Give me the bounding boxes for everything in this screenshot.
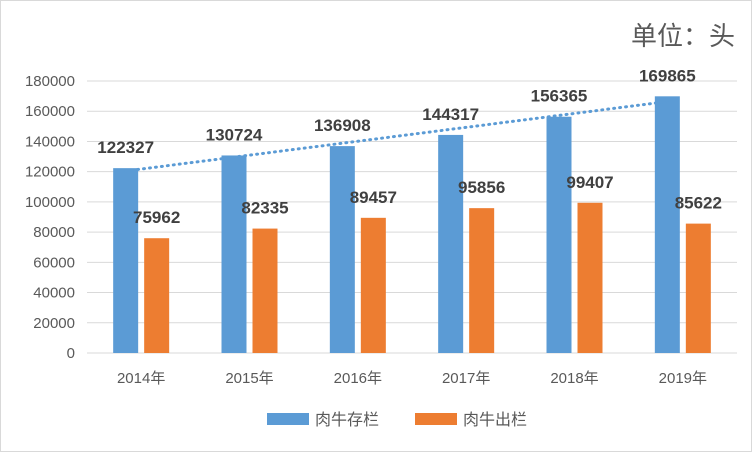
data-label: 122327 xyxy=(97,138,154,157)
data-label: 130724 xyxy=(206,125,263,144)
bar-inventory-4 xyxy=(546,116,572,353)
bar-inventory-5 xyxy=(654,96,680,353)
bar-slaughter-3 xyxy=(469,208,495,353)
y-tick-label: 140000 xyxy=(25,133,75,150)
bar-slaughter-5 xyxy=(685,223,711,353)
x-tick-label: 2016年 xyxy=(334,370,382,387)
y-tick-label: 120000 xyxy=(25,164,75,181)
trendline-path xyxy=(124,100,669,173)
x-tick-label: 2019年 xyxy=(659,370,707,387)
bar-slaughter-2 xyxy=(360,217,386,353)
y-tick-label: 180000 xyxy=(25,73,75,90)
y-tick-label: 160000 xyxy=(25,103,75,120)
legend-swatch xyxy=(267,413,309,425)
x-axis-ticks: 2014年 2015年 2016年 2017年 2018年 2019年 xyxy=(117,370,707,387)
data-label: 95856 xyxy=(458,178,505,197)
legend-label: 肉牛存栏 xyxy=(315,410,379,429)
y-tick-label: 60000 xyxy=(33,254,75,271)
data-labels: 122327 75962 130724 82335 136908 89457 144317 9… xyxy=(97,66,722,227)
y-tick-label: 80000 xyxy=(33,224,75,241)
legend-label: 肉牛出栏 xyxy=(463,410,527,429)
legend-swatch xyxy=(415,413,457,425)
data-label: 89457 xyxy=(350,188,397,207)
gridlines xyxy=(87,80,737,354)
bar-slaughter-1 xyxy=(252,228,278,353)
data-label: 82335 xyxy=(241,199,288,218)
y-tick-label: 100000 xyxy=(25,194,75,211)
data-label: 99407 xyxy=(566,173,613,192)
bars xyxy=(113,96,711,353)
bar-inventory-2 xyxy=(329,146,355,353)
y-axis-ticks: 0 20000 40000 60000 80000 100000 120000 140000 1… xyxy=(25,73,75,362)
y-tick-label: 0 xyxy=(67,345,75,362)
data-label: 169865 xyxy=(639,66,696,85)
bar-slaughter-0 xyxy=(144,238,170,353)
bar-inventory-1 xyxy=(221,155,247,353)
data-label: 136908 xyxy=(314,116,371,135)
y-tick-label: 20000 xyxy=(33,315,75,332)
y-tick-label: 40000 xyxy=(33,285,75,302)
x-tick-label: 2015年 xyxy=(225,370,273,387)
trendline xyxy=(124,100,669,173)
bar-slaughter-4 xyxy=(577,202,603,353)
x-tick-label: 2017年 xyxy=(442,370,490,387)
x-tick-label: 2014年 xyxy=(117,370,165,387)
unit-label: 单位：头 xyxy=(631,22,735,52)
data-label: 156365 xyxy=(531,87,588,106)
data-label: 75962 xyxy=(133,208,180,227)
legend: 肉牛存栏 肉牛出栏 xyxy=(267,410,527,429)
data-label: 85622 xyxy=(675,194,722,213)
data-label: 144317 xyxy=(422,105,479,124)
x-tick-label: 2018年 xyxy=(550,370,598,387)
bar-inventory-3 xyxy=(438,134,464,353)
bar-inventory-0 xyxy=(113,168,139,353)
